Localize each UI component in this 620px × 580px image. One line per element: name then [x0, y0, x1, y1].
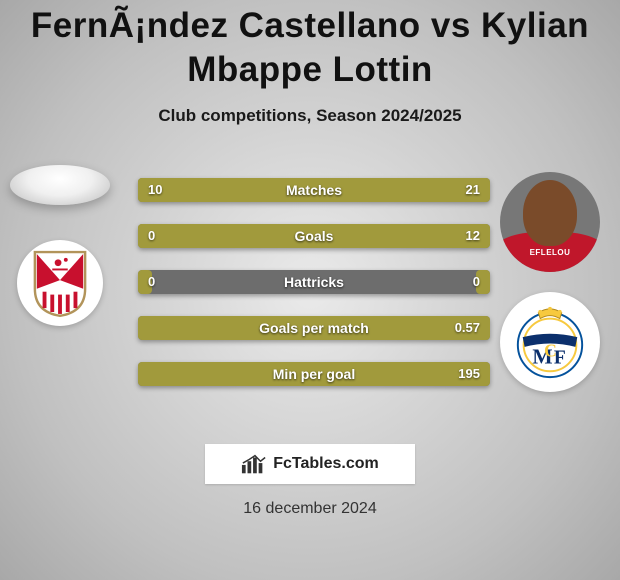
player-right-column: M C F [500, 172, 600, 392]
sevilla-crest-icon [31, 248, 89, 318]
club-crest-left [17, 240, 103, 326]
player-left-photo-placeholder [10, 165, 110, 205]
player-left-column [10, 165, 110, 326]
stat-row: 012Goals [138, 224, 490, 248]
stat-row: 195Min per goal [138, 362, 490, 386]
svg-text:F: F [554, 347, 566, 368]
stat-row: 00Hattricks [138, 270, 490, 294]
stats-container: 1021Matches 012Goals 00Hattricks 0.57Goals … [138, 178, 490, 408]
stat-row: 0.57Goals per match [138, 316, 490, 340]
brand-box: FcTables.com [205, 444, 415, 484]
stat-label: Goals [138, 224, 490, 248]
date-text: 16 december 2024 [0, 500, 620, 518]
page-title: FernÃ¡ndez Castellano vs Kylian Mbappe L… [0, 0, 620, 92]
stat-label: Min per goal [138, 362, 490, 386]
player-right-photo [500, 172, 600, 272]
club-crest-right: M C F [500, 292, 600, 392]
page-subtitle: Club competitions, Season 2024/2025 [0, 106, 620, 126]
brand-text: FcTables.com [273, 455, 379, 473]
stat-label: Hattricks [138, 270, 490, 294]
stat-row: 1021Matches [138, 178, 490, 202]
brand-chart-icon [241, 453, 267, 475]
stat-label: Goals per match [138, 316, 490, 340]
real-madrid-crest-icon: M C F [511, 303, 589, 381]
stat-label: Matches [138, 178, 490, 202]
